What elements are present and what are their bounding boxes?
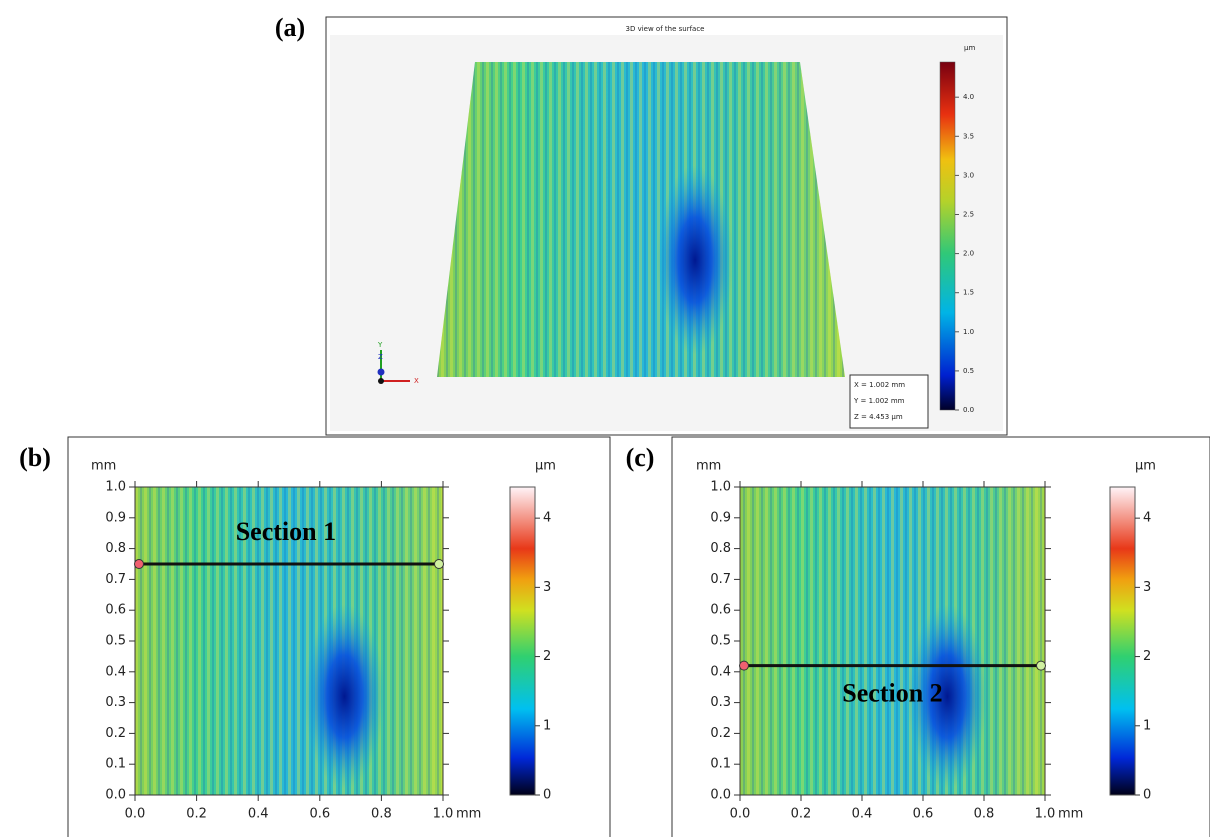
x-tick-label: 0.0 [125,807,146,822]
y-tick-label: 0.6 [710,603,731,618]
y-tick-label: 0.2 [105,726,126,741]
panel-label: (b) [19,443,51,472]
colorbar-tick-label: 1.5 [963,289,974,297]
y-tick-label: 0.8 [105,541,126,556]
height-map-valley [907,604,988,789]
x-unit: mm [456,807,481,822]
y-tick-label: 0.1 [105,757,126,772]
info-line: Z = 4.453 µm [854,413,903,421]
y-unit: mm [696,459,721,474]
panel-frame [67,436,611,837]
surface-valley [657,165,733,355]
section-start [739,660,749,671]
x-tick-label: 0.0 [730,807,751,822]
y-tick-label: 0.9 [710,510,731,525]
y-tick-label: 0.3 [710,695,731,710]
y-tick-label: 0.7 [710,572,731,587]
colorbar-tick-label: 3.5 [963,132,974,140]
y-tick-label: 0.4 [105,664,126,679]
colorbar-tick-label: 0 [1143,788,1151,803]
y-tick-label: 1.0 [710,480,731,495]
colorbar-tick-label: 4 [1143,511,1151,526]
x-unit: mm [1058,807,1083,822]
axis-letter: Z [378,353,383,361]
section-end [434,559,444,569]
y-tick-label: 0.0 [105,788,126,803]
info-box [849,374,929,429]
colorbar-tick-label: 2 [543,649,551,664]
section-label: Section 1 [236,517,336,546]
y-tick-label: 1.0 [105,480,126,495]
colorbar-tick-label: 0 [543,788,551,803]
x-tick-label: 1.0 [433,807,454,822]
surface-texture [437,62,845,377]
colorbar-tick-label: 0.5 [963,367,974,375]
x-tick-label: 0.6 [309,807,330,822]
x-tick-label: 0.4 [852,807,873,822]
y-tick-label: 0.4 [710,664,731,679]
axis-z-dot [377,368,385,376]
colorbar-tick-label: 1.0 [963,328,974,336]
section-end [1036,660,1046,671]
y-tick-label: 0.3 [105,695,126,710]
colorbar-tick-label: 3 [543,580,551,595]
x-tick-label: 0.6 [913,807,934,822]
y-tick-label: 0.5 [710,634,731,649]
view-title: 3D view of the surface [626,25,705,33]
x-tick-label: 0.8 [371,807,392,822]
colorbar [509,486,536,796]
x-tick-label: 0.4 [248,807,269,822]
colorbar-tick-label: 4 [543,511,551,526]
colorbar-unit: µm [1135,459,1156,474]
axis-letter: Y [377,341,383,349]
section-label: Section 2 [842,679,942,708]
colorbar-tick-label: 4.0 [963,93,974,101]
axis-letter: X [414,377,419,385]
y-tick-label: 0.5 [105,634,126,649]
colorbar-tick-label: 2.0 [963,250,974,258]
section-start [134,559,144,569]
height-map-texture [740,487,1045,795]
axis-origin [378,378,384,384]
panel-label: (c) [626,443,655,472]
info-line: X = 1.002 mm [854,381,905,389]
y-tick-label: 0.8 [710,541,731,556]
x-tick-label: 1.0 [1035,807,1056,822]
colorbar [939,61,956,411]
colorbar-tick-label: 0.0 [963,406,974,414]
colorbar-tick-label: 2.5 [963,210,974,218]
panel-label: (a) [275,13,305,42]
y-tick-label: 0.2 [710,726,731,741]
y-tick-label: 0.9 [105,510,126,525]
info-line: Y = 1.002 mm [853,397,905,405]
y-tick-label: 0.1 [710,757,731,772]
x-tick-label: 0.8 [974,807,995,822]
y-unit: mm [91,459,116,474]
x-tick-label: 0.2 [791,807,812,822]
x-tick-label: 0.2 [186,807,207,822]
colorbar-tick-label: 2 [1143,649,1151,664]
colorbar-tick-label: 1 [543,718,551,733]
colorbar-unit: µm [535,459,556,474]
height-map-valley [304,604,385,789]
y-tick-label: 0.6 [105,603,126,618]
colorbar-tick-label: 1 [1143,718,1151,733]
y-tick-label: 0.0 [710,788,731,803]
panel-frame [671,436,1210,837]
colorbar-unit: µm [964,44,975,52]
colorbar-tick-label: 3.0 [963,171,974,179]
colorbar [1109,486,1136,796]
colorbar-tick-label: 3 [1143,580,1151,595]
height-map-texture [135,487,443,795]
y-tick-label: 0.7 [105,572,126,587]
